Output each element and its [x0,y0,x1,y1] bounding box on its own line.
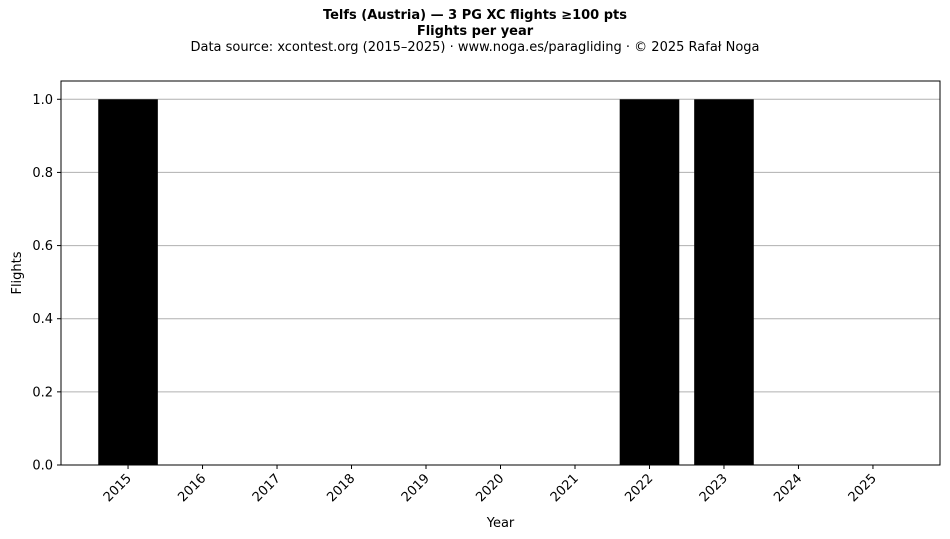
x-tick-label: 2023 [697,471,731,505]
y-tick-label: 0.4 [32,312,53,327]
x-tick-label: 2022 [622,471,656,505]
y-tick-label: 0.6 [32,239,53,254]
x-tick-label: 2020 [473,471,507,505]
x-tick-label: 2024 [771,471,805,505]
bar-2022 [619,99,680,466]
y-tick-label: 1.0 [32,93,53,108]
x-tick-label: 2015 [101,471,135,505]
chart-subtitle: Flights per year [416,24,534,39]
y-axis: 0.0 0.2 0.4 0.6 0.8 1.0 [32,93,61,474]
y-tick-label: 0.0 [32,459,53,474]
chart-title-block: Telfs (Austria) — 3 PG XC flights ≥100 p… [0,8,950,56]
plot-frame [60,80,941,466]
y-tick-label: 0.2 [32,385,53,400]
x-tick-label: 2016 [175,471,209,505]
x-tick-label: 2025 [846,471,880,505]
x-axis-label: Year [486,516,515,531]
x-axis: 2015 2016 2017 2018 2019 2020 2021 2022 2023 2024… [101,465,880,505]
chart-title: Telfs (Austria) — 3 PG XC flights ≥100 p… [322,8,628,23]
x-tick-label: 2021 [548,471,582,505]
bar-layer [98,99,754,466]
bar-2023 [694,99,754,466]
x-tick-label: 2018 [324,471,358,505]
x-tick-label: 2019 [399,471,433,505]
chart-source: Data source: xcontest.org (2015–2025) · … [190,40,760,55]
y-axis-label: Flights [10,251,25,294]
grid-layer [61,98,940,466]
x-tick-label: 2017 [250,471,284,505]
bar-2015 [98,99,158,466]
y-tick-label: 0.8 [32,166,53,181]
